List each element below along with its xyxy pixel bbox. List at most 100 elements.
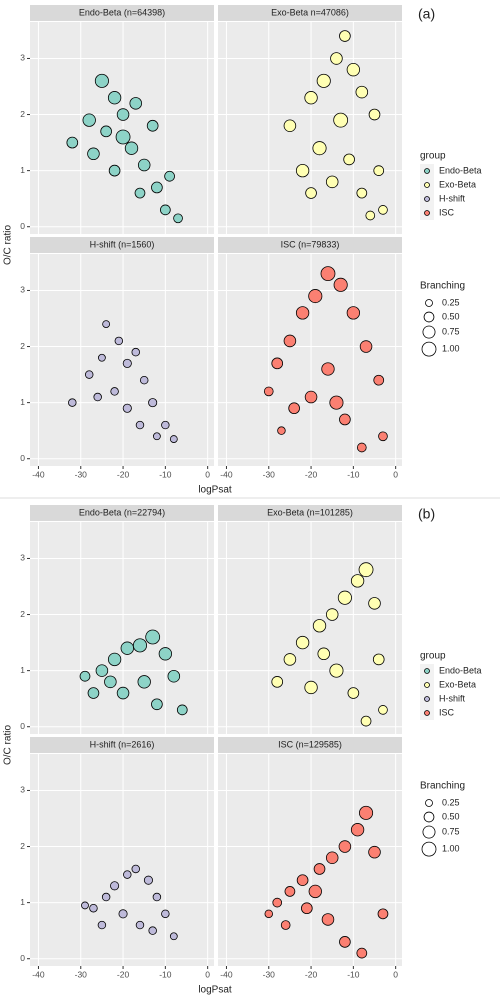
point [347,687,360,699]
plot-background [30,22,214,234]
x-tick-label: -30 [263,469,276,479]
point [148,398,158,408]
points [271,562,388,727]
point [264,909,273,919]
point [114,336,124,346]
point [346,63,361,77]
panel-label: (a) [418,6,435,22]
legend-key [424,182,430,188]
point [176,704,188,716]
point [277,426,286,435]
x-tick-label: -10 [347,969,360,979]
x-tick-label: -10 [347,469,360,479]
points [68,320,178,443]
point [146,119,159,132]
x-tick-label: -30 [75,469,88,479]
size-label: 0.50 [442,311,460,321]
point [101,892,111,902]
strip [30,5,214,21]
point [305,187,317,199]
point [115,129,131,145]
strip [218,5,402,21]
size-legend-title: Branching [420,781,465,792]
point [378,431,388,442]
point [132,638,148,653]
x-tick-label: -20 [305,969,318,979]
y-tick-label: 2 [20,109,25,119]
point [308,289,323,304]
point [160,204,171,216]
panel-label: (b) [418,506,435,522]
point [325,851,339,865]
x-tick-label: -30 [75,969,88,979]
x-tick-label: -10 [159,469,172,479]
y-tick-label: 3 [20,553,25,563]
legend-key [424,710,430,716]
point [295,306,310,320]
point [301,902,313,915]
point [107,652,122,667]
point [378,705,388,715]
y-tick-label: 3 [20,53,25,63]
legend-label: Exo-Beta [439,179,476,189]
legend-label: H-shift [439,693,466,703]
point [263,386,274,397]
legend-title: group [420,151,446,162]
point [161,420,170,430]
points [264,805,389,959]
point [152,432,161,441]
point [333,277,348,292]
point [358,562,374,578]
point [325,608,339,621]
y-tick-label: 0 [20,221,25,231]
legend-key [424,668,430,674]
point [139,375,149,385]
point [124,141,139,155]
point [79,670,91,682]
point [296,874,309,887]
x-tick-label: -40 [220,469,233,479]
point [108,164,121,177]
point [377,908,389,920]
point [93,392,102,402]
legend-label: Endo-Beta [439,165,482,175]
size-label: 1.00 [442,843,460,853]
plot-background [218,754,402,966]
point [116,686,130,700]
point [312,141,327,156]
strip-title: H-shift (n=2616) [90,739,155,749]
point [304,390,318,404]
point [120,641,134,655]
point [100,125,112,138]
point [350,574,365,588]
point [94,73,109,88]
y-tick-label: 2 [20,609,25,619]
point [82,113,96,127]
size-key [425,299,433,307]
size-key [423,811,435,823]
legend-label: H-shift [439,193,466,203]
point [312,619,327,633]
strip-title: Endo-Beta (n=22794) [79,507,165,517]
point [87,147,100,161]
size-key [421,841,437,857]
point [359,340,373,353]
point [173,213,183,224]
x-tick-label: -40 [32,469,45,479]
y-tick-label: 1 [20,165,25,175]
point [356,187,368,199]
point [330,52,343,65]
point [89,903,98,913]
y-tick-label: 0 [20,953,25,963]
strip [218,237,402,253]
point [337,590,352,605]
size-label: 0.25 [442,297,460,307]
point [97,920,107,930]
point [122,403,132,413]
point [161,909,170,919]
y-tick-label: 2 [20,341,25,351]
point [167,669,181,683]
strip [30,737,214,753]
point [368,845,381,859]
legend-label: ISC [439,207,455,217]
